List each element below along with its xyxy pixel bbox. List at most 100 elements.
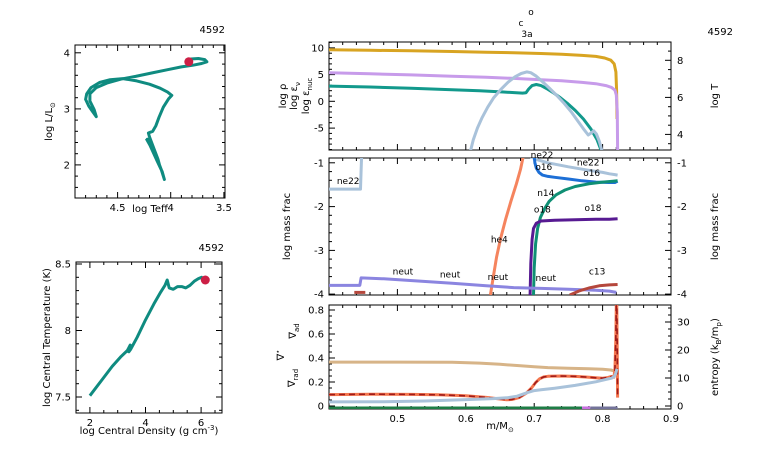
- hr-diagram-panel: 4.5 4 3.5 2 3 4 4592 log Teff log L/L⊙: [44, 25, 232, 215]
- curve-label: neut: [536, 274, 557, 284]
- svg-text:4: 4: [677, 130, 683, 141]
- svg-text:0.6: 0.6: [458, 414, 474, 425]
- y-axis-label: log εν: [289, 82, 302, 110]
- y-axis-label: log ρ: [278, 84, 289, 109]
- svg-text:4.5: 4.5: [110, 203, 126, 214]
- svg-text:8.5: 8.5: [55, 260, 71, 271]
- ne22-right: [529, 158, 618, 177]
- svg-text:-5: -5: [314, 124, 324, 135]
- entropy: [329, 368, 619, 404]
- svg-text:-3: -3: [314, 246, 324, 257]
- svg-text:3: 3: [64, 104, 70, 115]
- grad-star: [329, 305, 619, 401]
- x-axis-label: log Central Density (g cm-3): [80, 424, 219, 437]
- right-axis-label: entropy (kB/mp): [710, 318, 723, 396]
- log-eps-nu: [329, 83, 603, 150]
- central-trho-panel: 2 4 6 7.5 8 8.5 4592 log Central Density (g cm-…: [42, 243, 224, 437]
- svg-text:6: 6: [198, 418, 204, 429]
- svg-text:0.6: 0.6: [308, 330, 324, 341]
- curve-label: o18: [534, 206, 551, 216]
- y-axis-label: log L/L⊙: [44, 102, 57, 141]
- y-axis-label: ∇ad: [288, 323, 301, 339]
- curve-label: n14: [537, 189, 554, 199]
- svg-text:2: 2: [64, 160, 70, 171]
- he4: [488, 158, 525, 295]
- n14: [532, 179, 618, 295]
- o18: [528, 217, 618, 295]
- svg-text:8: 8: [677, 56, 683, 67]
- svg-text:10: 10: [311, 43, 324, 54]
- curve-label: ne22: [577, 158, 600, 168]
- annotation: o: [528, 8, 534, 18]
- curve-label: neut: [488, 273, 509, 283]
- svg-text:0.8: 0.8: [308, 306, 324, 317]
- svg-text:5: 5: [318, 70, 324, 81]
- svg-text:0.4: 0.4: [308, 354, 324, 365]
- log-eps-nuc: [469, 70, 604, 150]
- curve-label: o16: [583, 169, 600, 179]
- y-axis-label: log εnuc: [301, 78, 314, 115]
- central-track: [88, 275, 204, 397]
- current-model-marker: [184, 57, 194, 67]
- svg-text:4: 4: [168, 203, 174, 214]
- svg-text:0: 0: [318, 402, 324, 413]
- curve-label: o18: [585, 204, 602, 214]
- svg-text:-2: -2: [314, 202, 324, 213]
- svg-text:6: 6: [677, 93, 683, 104]
- model-number: 4592: [200, 25, 225, 36]
- right-axis-label: log T: [710, 83, 721, 108]
- log-rho: [329, 71, 620, 150]
- c13-right: [569, 283, 618, 295]
- svg-text:0.7: 0.7: [526, 414, 542, 425]
- svg-text:3.5: 3.5: [216, 203, 232, 214]
- svg-text:2: 2: [87, 418, 93, 429]
- x-axis-label: m/M⊙: [486, 421, 514, 434]
- y-axis-label: log mass frac: [282, 193, 293, 260]
- svg-text:4: 4: [64, 48, 70, 59]
- y-axis-label: log Central Temperature (K): [42, 268, 53, 407]
- annotation: 3a: [521, 30, 532, 40]
- curve-label: he4: [491, 236, 508, 246]
- svg-text:20: 20: [677, 346, 690, 357]
- svg-text:0.8: 0.8: [595, 414, 611, 425]
- svg-text:-1: -1: [314, 158, 324, 169]
- current-model-marker: [200, 275, 210, 285]
- svg-text:0: 0: [318, 97, 324, 108]
- ne22-left: [329, 158, 364, 191]
- log-T: [329, 48, 619, 120]
- x-axis-label: log Teff: [132, 204, 169, 215]
- svg-text:0.9: 0.9: [663, 414, 679, 425]
- neut: [329, 276, 617, 294]
- y-axis-label: ∇⋆: [274, 349, 287, 361]
- svg-text:-2: -2: [677, 202, 687, 213]
- curve-label: c13: [589, 267, 605, 277]
- gradients-entropy-panel: 0.5 0.6 0.7 0.8 0.900.20.40.60.80102030m/M⊙∇…: [274, 304, 723, 434]
- curve-label: neut: [440, 271, 461, 281]
- annotation: c: [519, 19, 524, 29]
- svg-text:7.5: 7.5: [55, 393, 71, 404]
- svg-text:4: 4: [142, 418, 148, 429]
- svg-text:-3: -3: [677, 246, 687, 257]
- right-axis-label: log mass frac: [710, 193, 721, 260]
- svg-text:-1: -1: [677, 158, 687, 169]
- svg-text:10: 10: [677, 374, 690, 385]
- svg-text:30: 30: [677, 318, 690, 329]
- model-number: 4592: [708, 27, 733, 38]
- grad-ad: [329, 360, 620, 376]
- y-axis-label: ∇rad: [287, 369, 300, 388]
- svg-text:0.2: 0.2: [308, 378, 324, 389]
- curve-label: ne22: [337, 177, 360, 187]
- svg-text:-4: -4: [677, 290, 687, 301]
- model-number: 4592: [199, 243, 224, 254]
- svg-text:8: 8: [65, 326, 71, 337]
- svg-text:0.5: 0.5: [389, 414, 405, 425]
- svg-text:0: 0: [677, 402, 683, 413]
- curve-label: o16: [535, 163, 552, 173]
- svg-text:-4: -4: [314, 290, 324, 301]
- annotation: ne22: [531, 151, 554, 161]
- evolution-track: [84, 57, 209, 181]
